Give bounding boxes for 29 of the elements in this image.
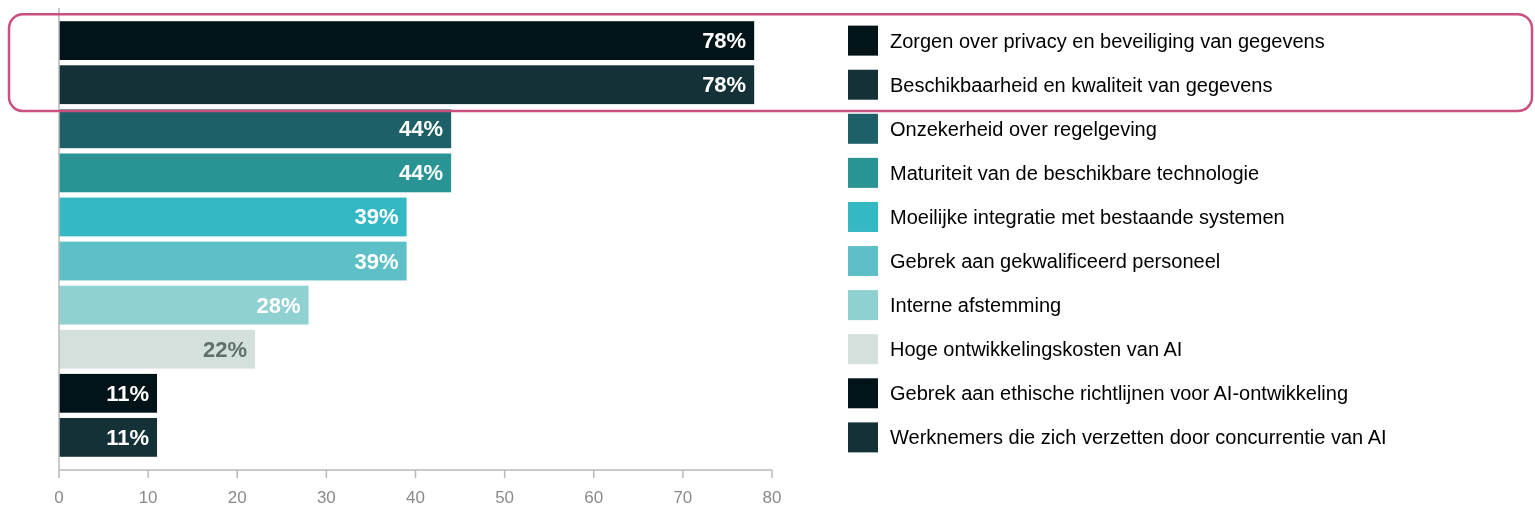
data-label: 11% <box>106 424 150 450</box>
data-label: 11% <box>106 380 150 406</box>
legend-label: Gebrek aan gekwalificeerd personeel <box>890 250 1221 273</box>
data-label: 39% <box>354 204 399 230</box>
x-tick-label: 20 <box>227 487 247 507</box>
legend-label: Interne afstemming <box>890 294 1062 317</box>
x-tick-label: 10 <box>138 487 158 507</box>
legend-label: Gebrek aan ethische richtlijnen voor AI-ontwikkeling <box>890 382 1349 405</box>
data-label: 39% <box>354 248 399 274</box>
legend-label: Zorgen over privacy en beveiliging van gegevens <box>890 29 1325 52</box>
data-label: 28% <box>256 292 301 318</box>
legend-label: Beschikbaarheid en kwaliteit van gegevens <box>890 73 1273 96</box>
x-tick-label: 30 <box>316 487 336 507</box>
x-tick-label: 40 <box>406 487 425 507</box>
x-tick-label: 50 <box>495 487 515 507</box>
data-label: 78% <box>702 72 747 98</box>
data-label: 44% <box>399 160 444 186</box>
legend-label: Werknemers die zich verzetten door concurrentie van AI <box>890 426 1387 449</box>
data-label: 78% <box>702 28 747 54</box>
legend-label: Moeilijke integratie met bestaande systemen <box>890 205 1285 228</box>
legend-label: Hoge ontwikkelingskosten van AI <box>890 338 1183 361</box>
x-tick-label: 70 <box>673 487 693 507</box>
x-tick-label: 0 <box>54 487 64 507</box>
legend-label: Maturiteit van de beschikbare technologie <box>890 161 1260 184</box>
data-label: 22% <box>203 336 248 362</box>
data-label: 44% <box>399 116 444 142</box>
legend-label: Onzekerheid over regelgeving <box>890 117 1157 140</box>
x-tick-label: 60 <box>584 487 604 507</box>
x-tick-label: 80 <box>762 487 782 507</box>
